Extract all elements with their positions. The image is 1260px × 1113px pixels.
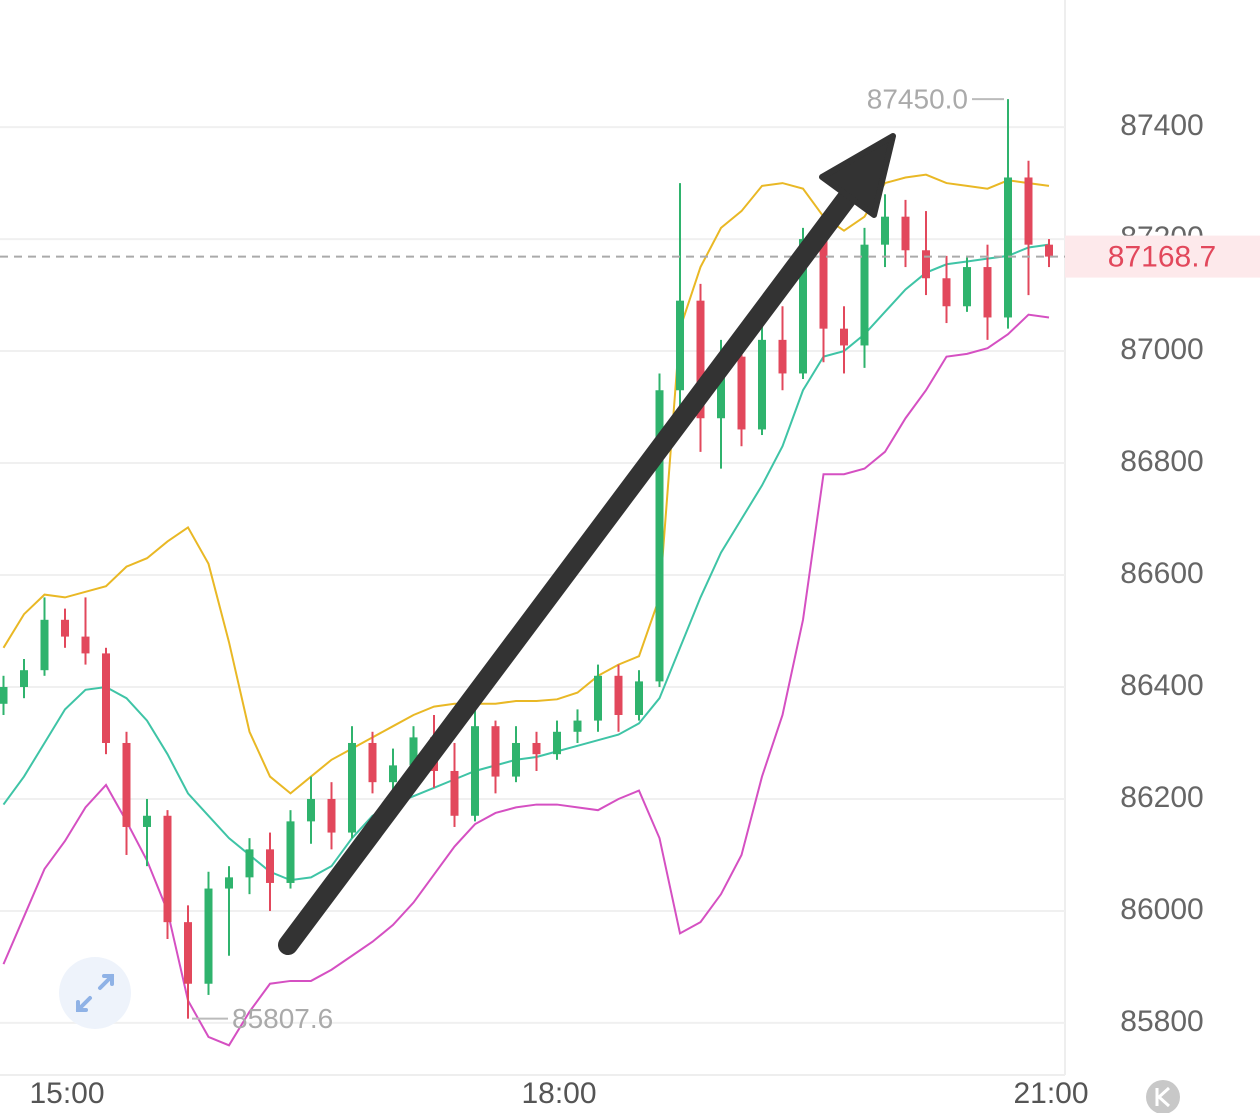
candle-body xyxy=(512,742,520,777)
last-price-box xyxy=(1065,235,1260,278)
candle-body xyxy=(635,681,643,715)
candle-body xyxy=(61,619,69,637)
candle-body xyxy=(184,922,192,984)
candle-body xyxy=(881,216,889,245)
candle-body xyxy=(307,798,315,822)
band-line xyxy=(2,243,1050,882)
candle-body xyxy=(143,815,151,827)
k-button[interactable] xyxy=(1146,1080,1180,1113)
candle-body xyxy=(204,888,213,984)
k-icon[interactable] xyxy=(1155,1086,1171,1108)
candle-body xyxy=(922,250,930,279)
candle-body xyxy=(778,339,787,374)
candle-body xyxy=(389,765,397,783)
candle-body xyxy=(942,278,951,307)
band-line xyxy=(2,173,1050,795)
y-tick-label: 86400 xyxy=(1120,669,1203,702)
x-tick-label: 18:00 xyxy=(521,1077,596,1110)
trend-arrow xyxy=(278,133,896,955)
x-tick-label: 21:00 xyxy=(1013,1077,1088,1110)
y-tick-label: 86000 xyxy=(1120,893,1203,926)
candle-body xyxy=(819,239,828,329)
candle-body xyxy=(655,390,664,682)
arrow-shaft xyxy=(278,184,860,955)
candle-body xyxy=(266,849,274,883)
candle-body xyxy=(40,619,49,671)
candle-body xyxy=(348,742,356,833)
candle-body xyxy=(1024,177,1033,245)
candle-body xyxy=(573,720,582,732)
candle-body xyxy=(840,328,848,346)
low-label: 85807.6 xyxy=(232,1003,333,1034)
y-tick-label: 86600 xyxy=(1120,557,1203,590)
candle-body xyxy=(286,821,295,883)
candle-body xyxy=(81,636,90,654)
candle-body xyxy=(758,339,766,430)
expand-button[interactable] xyxy=(59,957,131,1029)
candle-body xyxy=(860,244,869,346)
candle-body xyxy=(1045,244,1053,257)
candle-body xyxy=(0,686,8,704)
candle-body xyxy=(409,737,418,766)
y-tick-label: 86200 xyxy=(1120,781,1203,814)
arrow-head xyxy=(819,133,896,218)
candle-body xyxy=(450,770,459,816)
candle-body xyxy=(122,742,131,827)
y-tick-label: 87400 xyxy=(1120,109,1203,142)
candle-body xyxy=(1004,177,1012,318)
k-button-bg[interactable] xyxy=(1146,1080,1180,1113)
candle-body xyxy=(327,798,336,833)
candle-body xyxy=(225,877,233,889)
x-tick-label: 15:00 xyxy=(29,1077,104,1110)
candle-body xyxy=(614,675,623,715)
candle-body xyxy=(368,742,377,783)
candle-body xyxy=(696,300,705,419)
band-line xyxy=(2,313,1050,1047)
y-axis: 8580086000862008640086600868008700087200… xyxy=(1120,109,1203,1038)
annotations: 87450.0 85807.6 87168.7 xyxy=(0,83,1260,1034)
last-price-label: 87168.7 xyxy=(1108,241,1216,274)
candle-body xyxy=(737,356,746,430)
candle-body xyxy=(594,675,602,721)
candle-body xyxy=(102,653,110,743)
y-tick-label: 87000 xyxy=(1120,333,1203,366)
candle-body xyxy=(245,849,254,878)
candles xyxy=(0,99,1053,1019)
candle-body xyxy=(163,815,172,923)
candle-body xyxy=(20,670,28,687)
candle-body xyxy=(532,742,541,755)
candle-body xyxy=(963,267,971,307)
candle-body xyxy=(717,356,725,419)
candle-body xyxy=(553,731,561,755)
y-tick-label: 86800 xyxy=(1120,445,1203,478)
candle-body xyxy=(901,216,910,251)
expand-bg[interactable] xyxy=(59,957,131,1029)
high-label: 87450.0 xyxy=(867,83,968,114)
candle-body xyxy=(471,726,479,816)
candle-body xyxy=(491,726,500,777)
candle-body xyxy=(799,239,807,374)
candle-body xyxy=(676,300,684,391)
expand-icon[interactable] xyxy=(76,974,114,1012)
y-tick-label: 85800 xyxy=(1120,1005,1203,1038)
candle-body xyxy=(983,267,992,318)
